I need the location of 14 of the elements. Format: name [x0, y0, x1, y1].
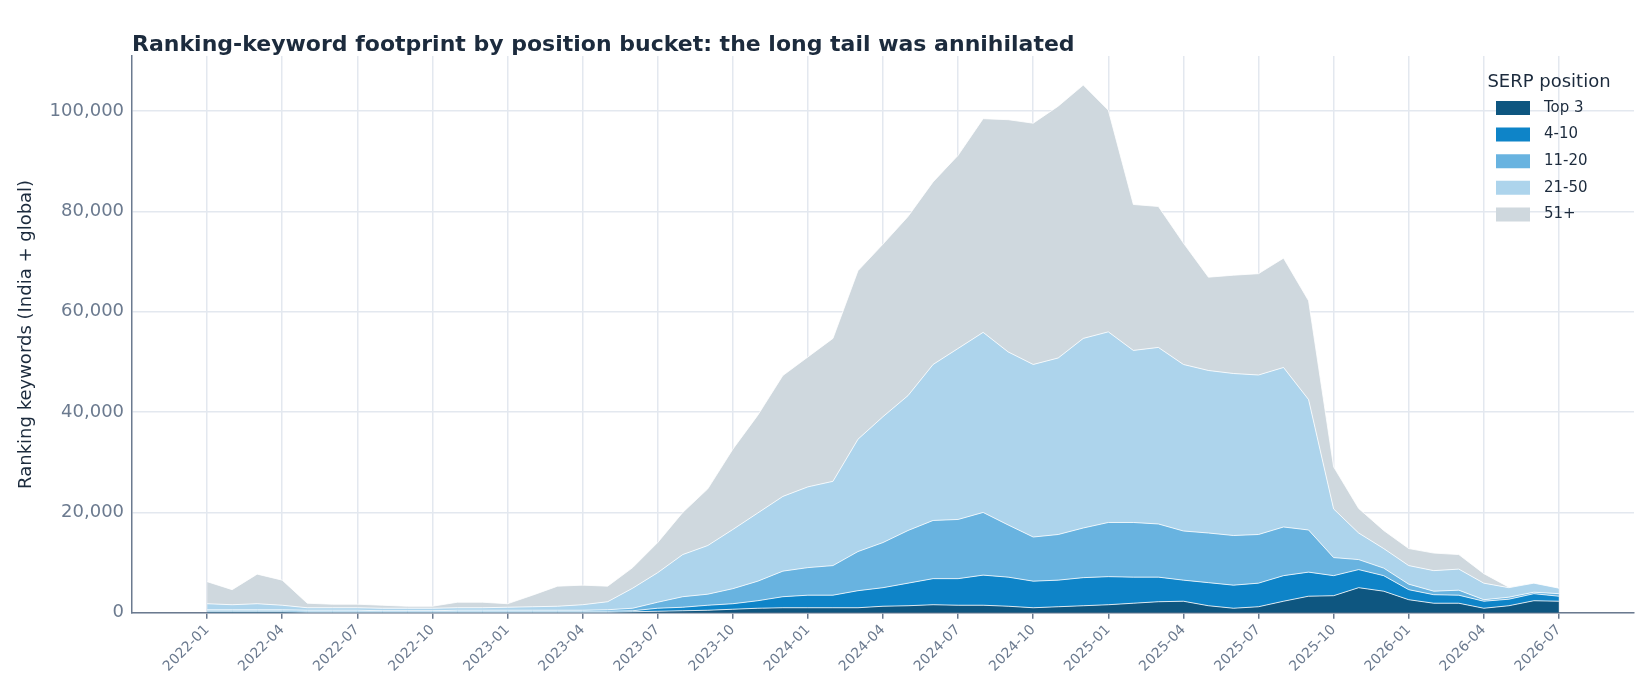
y-tick-label: 80,000: [61, 199, 125, 221]
legend-label: 51+: [1544, 204, 1576, 223]
legend-label: 4-10: [1544, 124, 1579, 143]
y-axis-title: Ranking keywords (India + global): [14, 179, 36, 489]
legend-label: 11-20: [1544, 151, 1588, 170]
y-tick-label: 60,000: [61, 299, 125, 321]
chart-title: Ranking-keyword footprint by position bucket: the long tail was annihilated: [132, 31, 1075, 56]
legend-title: SERP position: [1487, 69, 1611, 91]
legend-label: Top 3: [1543, 97, 1584, 116]
y-tick-label: 40,000: [61, 399, 125, 421]
y-tick-label: 0: [112, 600, 125, 622]
y-tick-label: 20,000: [61, 500, 125, 522]
y-tick-label: 100,000: [49, 98, 125, 120]
legend-label: 21-50: [1544, 177, 1588, 196]
